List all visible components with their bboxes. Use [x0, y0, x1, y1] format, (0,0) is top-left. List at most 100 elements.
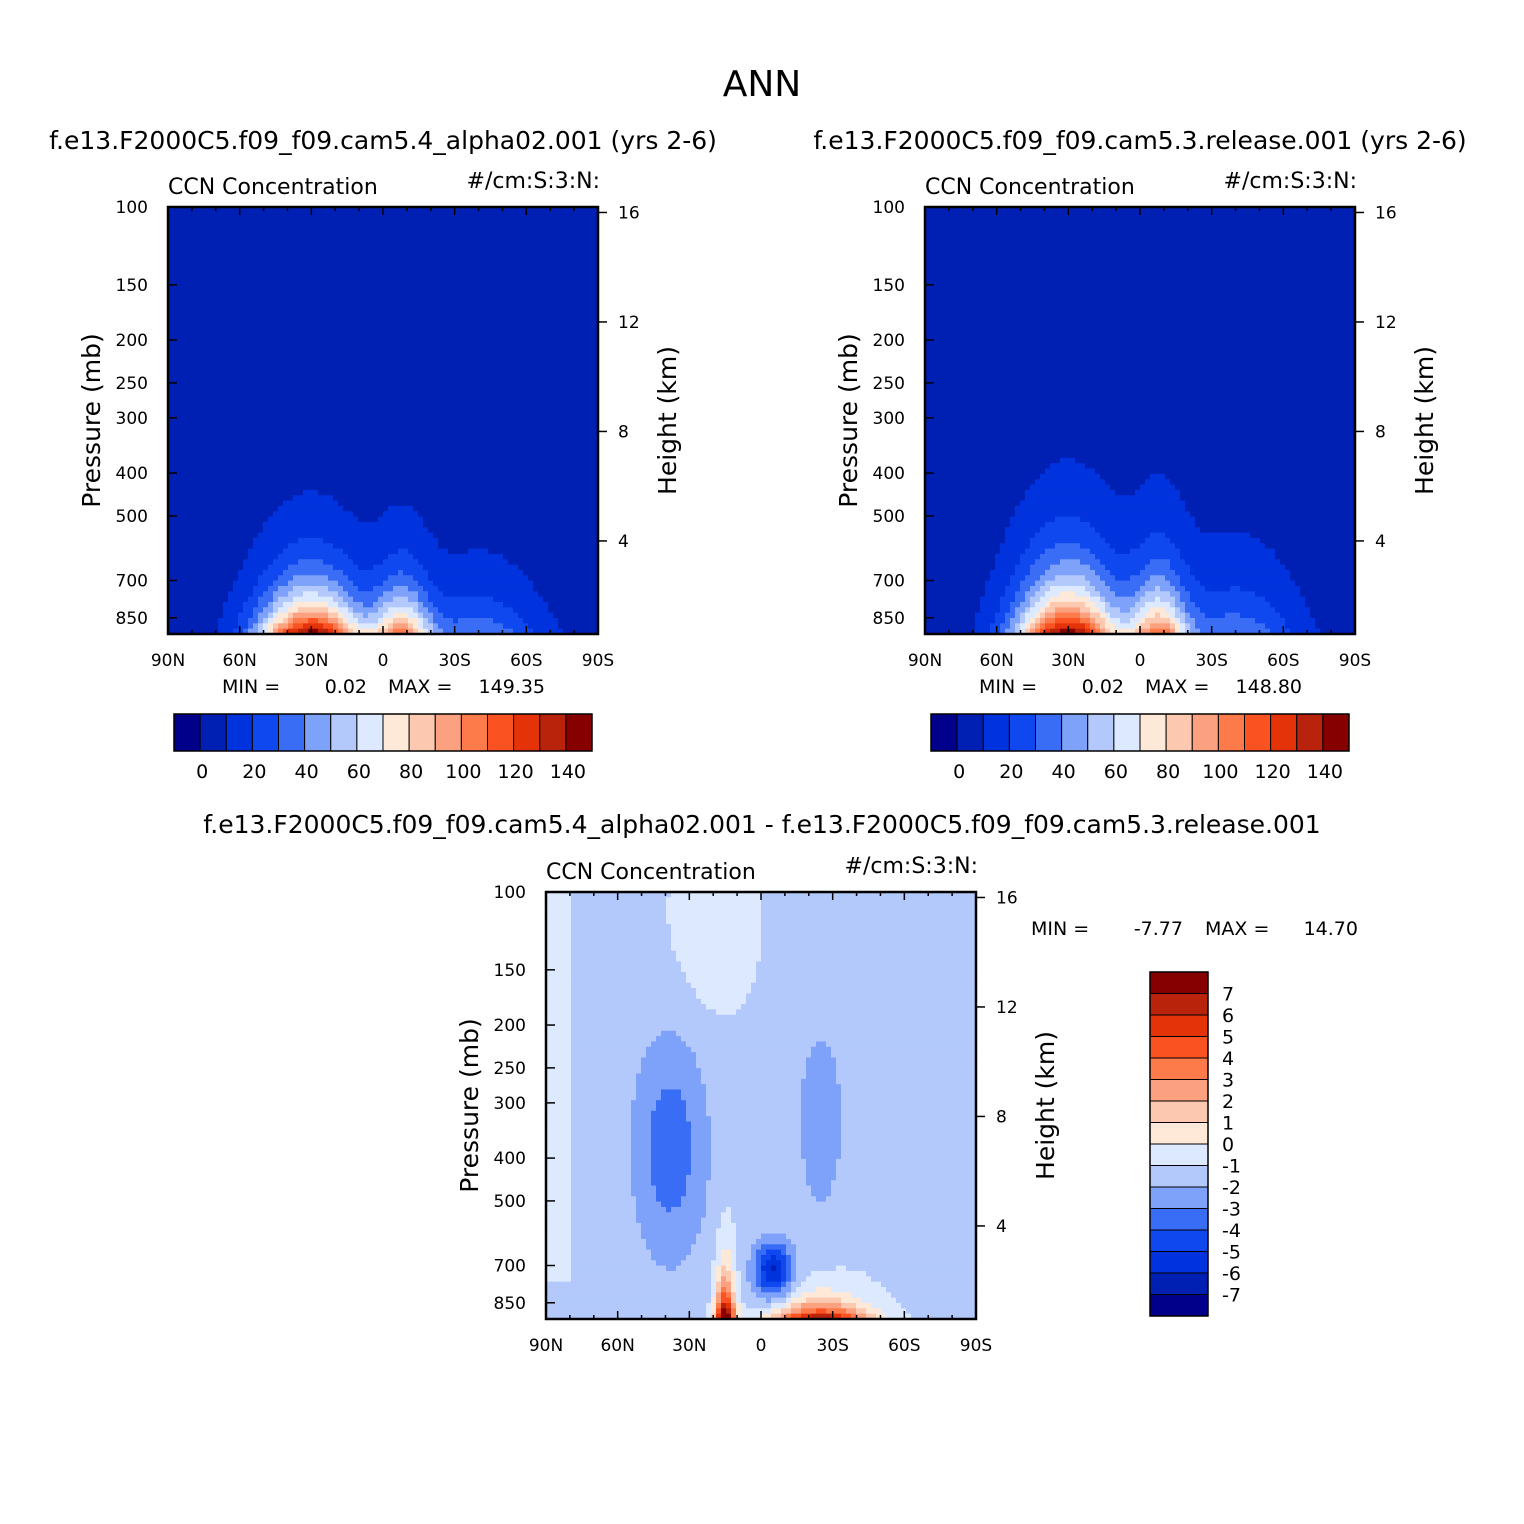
contour-cell: [178, 308, 184, 315]
contour-cell: [238, 228, 244, 235]
contour-cell: [463, 361, 469, 368]
contour-cell: [243, 617, 249, 624]
contour-cell: [293, 489, 299, 496]
contour-cell: [413, 388, 419, 395]
contour-cell: [293, 313, 299, 320]
contour-cell: [298, 495, 304, 502]
contour-cell: [278, 420, 284, 427]
contour-cell: [198, 228, 204, 235]
contour-cell: [438, 543, 444, 550]
contour-cell: [273, 543, 279, 550]
contour-cell: [313, 575, 319, 582]
contour-cell: [403, 404, 409, 411]
contour-cell: [363, 479, 369, 486]
contour-cell: [363, 607, 369, 614]
contour-cell: [268, 521, 274, 528]
contour-cell: [373, 457, 379, 464]
contour-cell: [438, 468, 444, 475]
contour-cell: [358, 281, 364, 288]
contour-cell: [243, 457, 249, 464]
contour-cell: [363, 212, 369, 219]
contour-cell: [333, 537, 339, 544]
contour-cell: [388, 527, 394, 534]
contour-cell: [403, 543, 409, 550]
contour-cell: [393, 393, 399, 400]
contour-cell: [378, 297, 384, 304]
contour-cell: [423, 425, 429, 432]
contour-cell: [278, 260, 284, 267]
contour-cell: [373, 308, 379, 315]
contour-cell: [373, 281, 379, 288]
contour-cell: [363, 340, 369, 347]
contour-cell: [338, 532, 344, 539]
contour-cell: [353, 399, 359, 406]
contour-cell: [398, 292, 404, 299]
contour-cell: [203, 463, 209, 470]
contour-cell: [403, 223, 409, 229]
contour-cell: [183, 244, 189, 251]
contour-cell: [303, 276, 309, 283]
contour-cell: [273, 217, 279, 224]
contour-cell: [363, 484, 369, 491]
contour-cell: [253, 489, 259, 496]
contour-cell: [293, 484, 299, 491]
contour-cell: [238, 351, 244, 358]
contour-cell: [198, 233, 204, 240]
contour-cell: [478, 324, 484, 331]
contour-cell: [193, 431, 199, 438]
contour-cell: [448, 612, 454, 619]
contour-cell: [208, 313, 214, 320]
contour-cell: [203, 564, 209, 571]
contour-cell: [233, 228, 239, 235]
contour-cell: [458, 207, 464, 213]
contour-cell: [238, 260, 244, 267]
contour-cell: [443, 441, 449, 448]
contour-cell: [293, 297, 299, 304]
contour-cell: [208, 415, 214, 422]
contour-cell: [298, 356, 304, 363]
contour-cell: [168, 239, 174, 245]
contour-cell: [218, 223, 224, 229]
contour-cell: [363, 617, 369, 624]
contour-cell: [323, 575, 329, 582]
contour-cell: [468, 532, 474, 539]
contour-cell: [248, 441, 254, 448]
contour-cell: [248, 249, 254, 256]
contour-cell: [198, 265, 204, 272]
contour-cell: [358, 436, 364, 443]
contour-cell: [443, 585, 449, 592]
contour-cell: [353, 425, 359, 432]
contour-cell: [303, 367, 309, 374]
contour-cell: [358, 265, 364, 272]
contour-cell: [213, 244, 219, 251]
contour-cell: [233, 319, 239, 326]
contour-cell: [248, 436, 254, 443]
contour-cell: [463, 420, 469, 427]
contour-cell: [328, 324, 334, 331]
contour-cell: [378, 479, 384, 486]
contour-cell: [353, 559, 359, 566]
contour-cell: [218, 452, 224, 459]
contour-cell: [183, 329, 189, 336]
contour-cell: [178, 527, 184, 534]
contour-cell: [188, 223, 194, 229]
contour-cell: [413, 527, 419, 534]
contour-cell: [273, 212, 279, 219]
contour-cell: [458, 260, 464, 267]
contour-cell: [473, 505, 479, 512]
contour-cell: [418, 233, 424, 240]
contour-cell: [228, 361, 234, 368]
contour-cell: [188, 607, 194, 614]
contour-cell: [238, 537, 244, 544]
contour-cell: [253, 617, 259, 624]
contour-cell: [383, 479, 389, 486]
contour-cell: [463, 244, 469, 251]
contour-cell: [478, 335, 484, 342]
contour-cell: [198, 585, 204, 592]
contour-cell: [173, 505, 179, 512]
contour-cell: [268, 335, 274, 342]
contour-cell: [378, 452, 384, 459]
contour-cell: [373, 628, 379, 635]
contour-cell: [438, 591, 444, 598]
contour-cell: [453, 575, 459, 582]
